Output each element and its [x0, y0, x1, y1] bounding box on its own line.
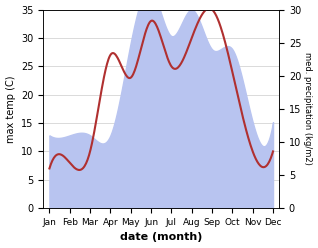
- Y-axis label: med. precipitation (kg/m2): med. precipitation (kg/m2): [303, 52, 313, 165]
- X-axis label: date (month): date (month): [120, 232, 203, 243]
- Y-axis label: max temp (C): max temp (C): [5, 75, 16, 143]
